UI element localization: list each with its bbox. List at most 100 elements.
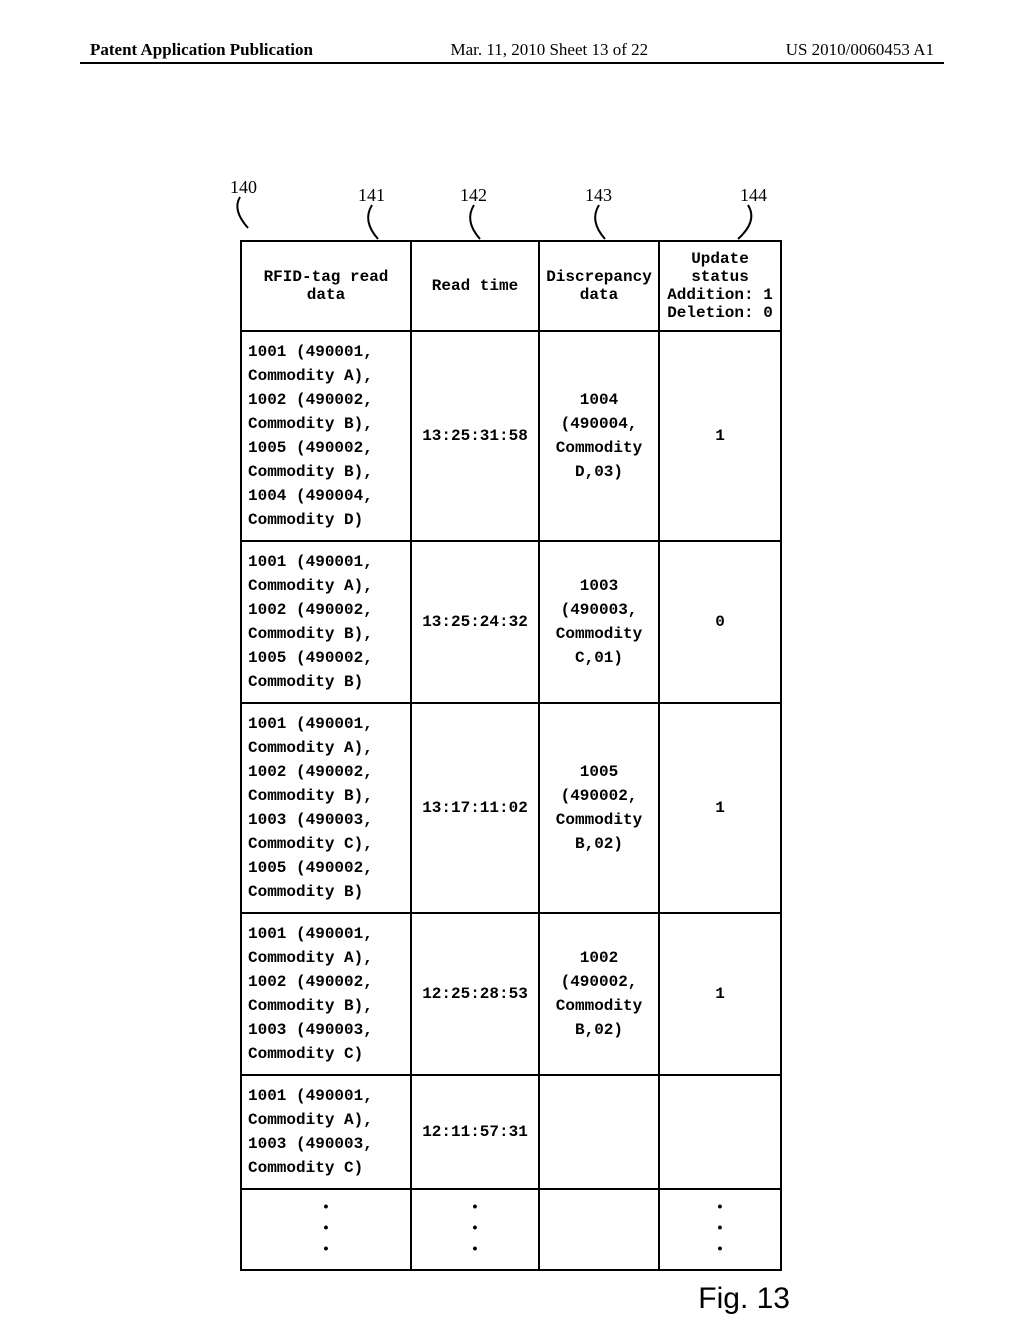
table-row: 1001 (490001,Commodity A),1002 (490002,C… [241,541,781,703]
cell-status [659,1075,781,1189]
ellipsis-dot: • [418,1240,532,1261]
table-header-row: RFID-tag read data Read time Discrepancy… [241,241,781,331]
disc-line: Commodity [546,436,652,460]
cell-discrepancy: 1004(490004,CommodityD,03) [539,331,659,541]
cell-readtime: 12:25:28:53 [411,913,539,1075]
disc-line: (490002, [546,970,652,994]
header-status-l4: Deletion: 0 [666,304,774,322]
rfid-line: 1005 (490002, [248,436,404,460]
callout-141-label: 141 [358,185,385,205]
header-status-l3: Addition: 1 [666,286,774,304]
header-status-l2: status [666,268,774,286]
figure-label: Fig. 13 [698,1282,790,1316]
cell-rfid: 1001 (490001,Commodity A),1003 (490003,C… [241,1075,411,1189]
disc-line: B,02) [546,1018,652,1042]
cell-status: 1 [659,331,781,541]
disc-line: Commodity [546,994,652,1018]
rfid-line: Commodity A), [248,946,404,970]
rfid-line: 1002 (490002, [248,970,404,994]
cell-status: 1 [659,913,781,1075]
rfid-line: Commodity B) [248,670,404,694]
rfid-line: 1005 (490002, [248,856,404,880]
ellipsis-dot: • [666,1219,774,1240]
ellipsis-dot: • [248,1219,404,1240]
disc-line: 1003 [546,574,652,598]
rfid-line: 1003 (490003, [248,1132,404,1156]
leader-line-icon [358,203,388,241]
cell-rfid: 1001 (490001,Commodity A),1002 (490002,C… [241,541,411,703]
callout-142-label: 142 [460,185,487,205]
rfid-line: 1003 (490003, [248,1018,404,1042]
ellipsis-dot: • [418,1219,532,1240]
cell-discrepancy [539,1075,659,1189]
ellipsis-dot: • [248,1198,404,1219]
disc-line: (490002, [546,784,652,808]
header-rule [80,62,944,64]
cell-status: 0 [659,541,781,703]
ellipsis-dot: • [666,1240,774,1261]
leader-line-icon [230,195,260,230]
cell-ellipsis: ••• [411,1189,539,1270]
callout-143: 143 [585,185,612,206]
disc-line: Commodity [546,622,652,646]
leader-line-icon [585,203,615,241]
rfid-line: Commodity C) [248,1042,404,1066]
cell-discrepancy: 1005(490002,CommodityB,02) [539,703,659,913]
disc-line: 1004 [546,388,652,412]
rfid-line: 1002 (490002, [248,388,404,412]
header-mid: Mar. 11, 2010 Sheet 13 of 22 [450,40,648,60]
ellipsis-dot: • [666,1198,774,1219]
rfid-line: Commodity A), [248,364,404,388]
leader-line-icon [460,203,490,241]
rfid-line: Commodity A), [248,736,404,760]
header-status: Update status Addition: 1 Deletion: 0 [659,241,781,331]
rfid-line: Commodity B), [248,460,404,484]
disc-line: (490003, [546,598,652,622]
rfid-line: 1001 (490001, [248,550,404,574]
cell-readtime: 13:25:31:58 [411,331,539,541]
rfid-line: 1001 (490001, [248,712,404,736]
callout-143-label: 143 [585,185,612,205]
callout-144: 144 [740,185,767,206]
rfid-line: Commodity B) [248,880,404,904]
cell-ellipsis [539,1189,659,1270]
table-row: 1001 (490001,Commodity A),1002 (490002,C… [241,913,781,1075]
cell-rfid: 1001 (490001,Commodity A),1002 (490002, C… [241,703,411,913]
callout-144-label: 144 [740,185,767,205]
cell-ellipsis: ••• [659,1189,781,1270]
callout-142: 142 [460,185,487,206]
header-rfid: RFID-tag read data [241,241,411,331]
cell-status: 1 [659,703,781,913]
rfid-line: Commodity A), [248,1108,404,1132]
disc-line: Commodity [546,808,652,832]
disc-line: 1002 [546,946,652,970]
cell-readtime: 13:17:11:02 [411,703,539,913]
figure-area: 140 141 142 143 144 RFID-tag read data R… [240,185,780,1271]
data-table: RFID-tag read data Read time Discrepancy… [240,240,782,1271]
disc-line: (490004, [546,412,652,436]
rfid-line: 1001 (490001, [248,922,404,946]
table-row: 1001 (490001,Commodity A),1003 (490003,C… [241,1075,781,1189]
ellipsis-dot: • [418,1198,532,1219]
cell-rfid: 1001 (490001,Commodity A),1002 (490002, C… [241,913,411,1075]
header-readtime: Read time [411,241,539,331]
table-row: 1001 (490001,Commodity A),1002 (490002, C… [241,703,781,913]
callout-140-label: 140 [230,177,257,197]
disc-line: D,03) [546,460,652,484]
cell-readtime: 13:25:24:32 [411,541,539,703]
table-row: 1001 (490001,Commodity A),1002 (490002,C… [241,331,781,541]
cell-rfid: 1001 (490001,Commodity A),1002 (490002,C… [241,331,411,541]
rfid-line: Commodity B), [248,412,404,436]
callout-141: 141 [358,185,385,206]
callout-140: 140 [230,177,257,198]
rfid-line: 1005 (490002, [248,646,404,670]
rfid-line: 1002 (490002, [248,760,404,784]
callout-row: 140 141 142 143 144 [240,185,780,240]
disc-line: 1005 [546,760,652,784]
rfid-line: 1001 (490001, [248,340,404,364]
rfid-line: Commodity B), [248,622,404,646]
cell-readtime: 12:11:57:31 [411,1075,539,1189]
rfid-line: Commodity A), [248,574,404,598]
rfid-line: Commodity C), [248,832,404,856]
rfid-line: Commodity D) [248,508,404,532]
